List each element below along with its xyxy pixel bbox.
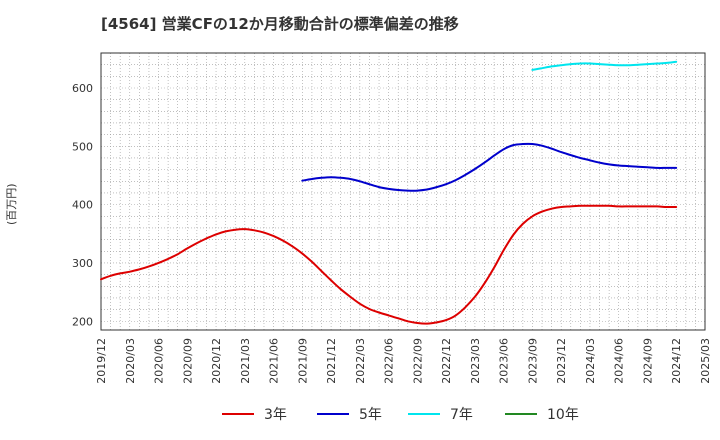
grid-layer [100, 52, 706, 330]
x-tick-label: 2022/09 [411, 338, 424, 384]
legend: 3年 5年 7年 10年 [222, 407, 579, 423]
legend-label: 5年 [359, 407, 382, 423]
x-tick-label: 2020/03 [124, 338, 137, 384]
x-tick-label: 2022/12 [440, 338, 453, 384]
x-tick-label: 2024/06 [613, 338, 626, 384]
x-tick-label: 2022/03 [354, 338, 367, 384]
x-tick-label: 2025/03 [699, 338, 712, 384]
x-tick-labels: 2019/12 2020/03 2020/06 2020/09 2020/12 2021/… [95, 338, 712, 384]
series-line-1 [301, 142, 678, 192]
x-tick-label: 2021/03 [239, 338, 252, 384]
series-line-2 [531, 60, 678, 71]
x-tick-label: 2021/12 [325, 338, 338, 384]
y-tick-label: 600 [72, 82, 93, 95]
y-tick-label: 200 [72, 315, 93, 328]
x-tick-label: 2020/12 [210, 338, 223, 384]
x-tick-label: 2021/09 [296, 338, 309, 384]
x-tick-label: 2020/09 [181, 338, 194, 384]
y-tick-label: 300 [72, 257, 93, 270]
plot-frame [100, 52, 706, 331]
x-tick-label: 2020/06 [153, 338, 166, 384]
x-tick-label: 2023/12 [555, 338, 568, 384]
x-tick-label: 2024/12 [670, 338, 683, 384]
x-tick-label: 2024/09 [641, 338, 654, 384]
series-line-0 [100, 204, 678, 325]
series-lines [100, 60, 678, 325]
x-tick-label: 2022/06 [383, 338, 396, 384]
chart-title: [4564] 営業CFの12か月移動合計の標準偏差の推移 [101, 15, 459, 33]
legend-label: 10年 [547, 407, 579, 423]
legend-label: 3年 [264, 407, 287, 423]
y-tick-label: 400 [72, 199, 93, 212]
x-tick-label: 2023/03 [469, 338, 482, 384]
y-tick-label: 500 [72, 140, 93, 153]
x-tick-label: 2024/03 [584, 338, 597, 384]
x-tick-label: 2021/06 [268, 338, 281, 384]
legend-label: 7年 [450, 407, 473, 423]
x-tick-label: 2023/09 [526, 338, 539, 384]
y-tick-labels: 200 300 400 500 600 [72, 82, 93, 328]
x-tick-label: 2019/12 [95, 338, 108, 384]
x-tick-label: 2023/06 [498, 338, 511, 384]
